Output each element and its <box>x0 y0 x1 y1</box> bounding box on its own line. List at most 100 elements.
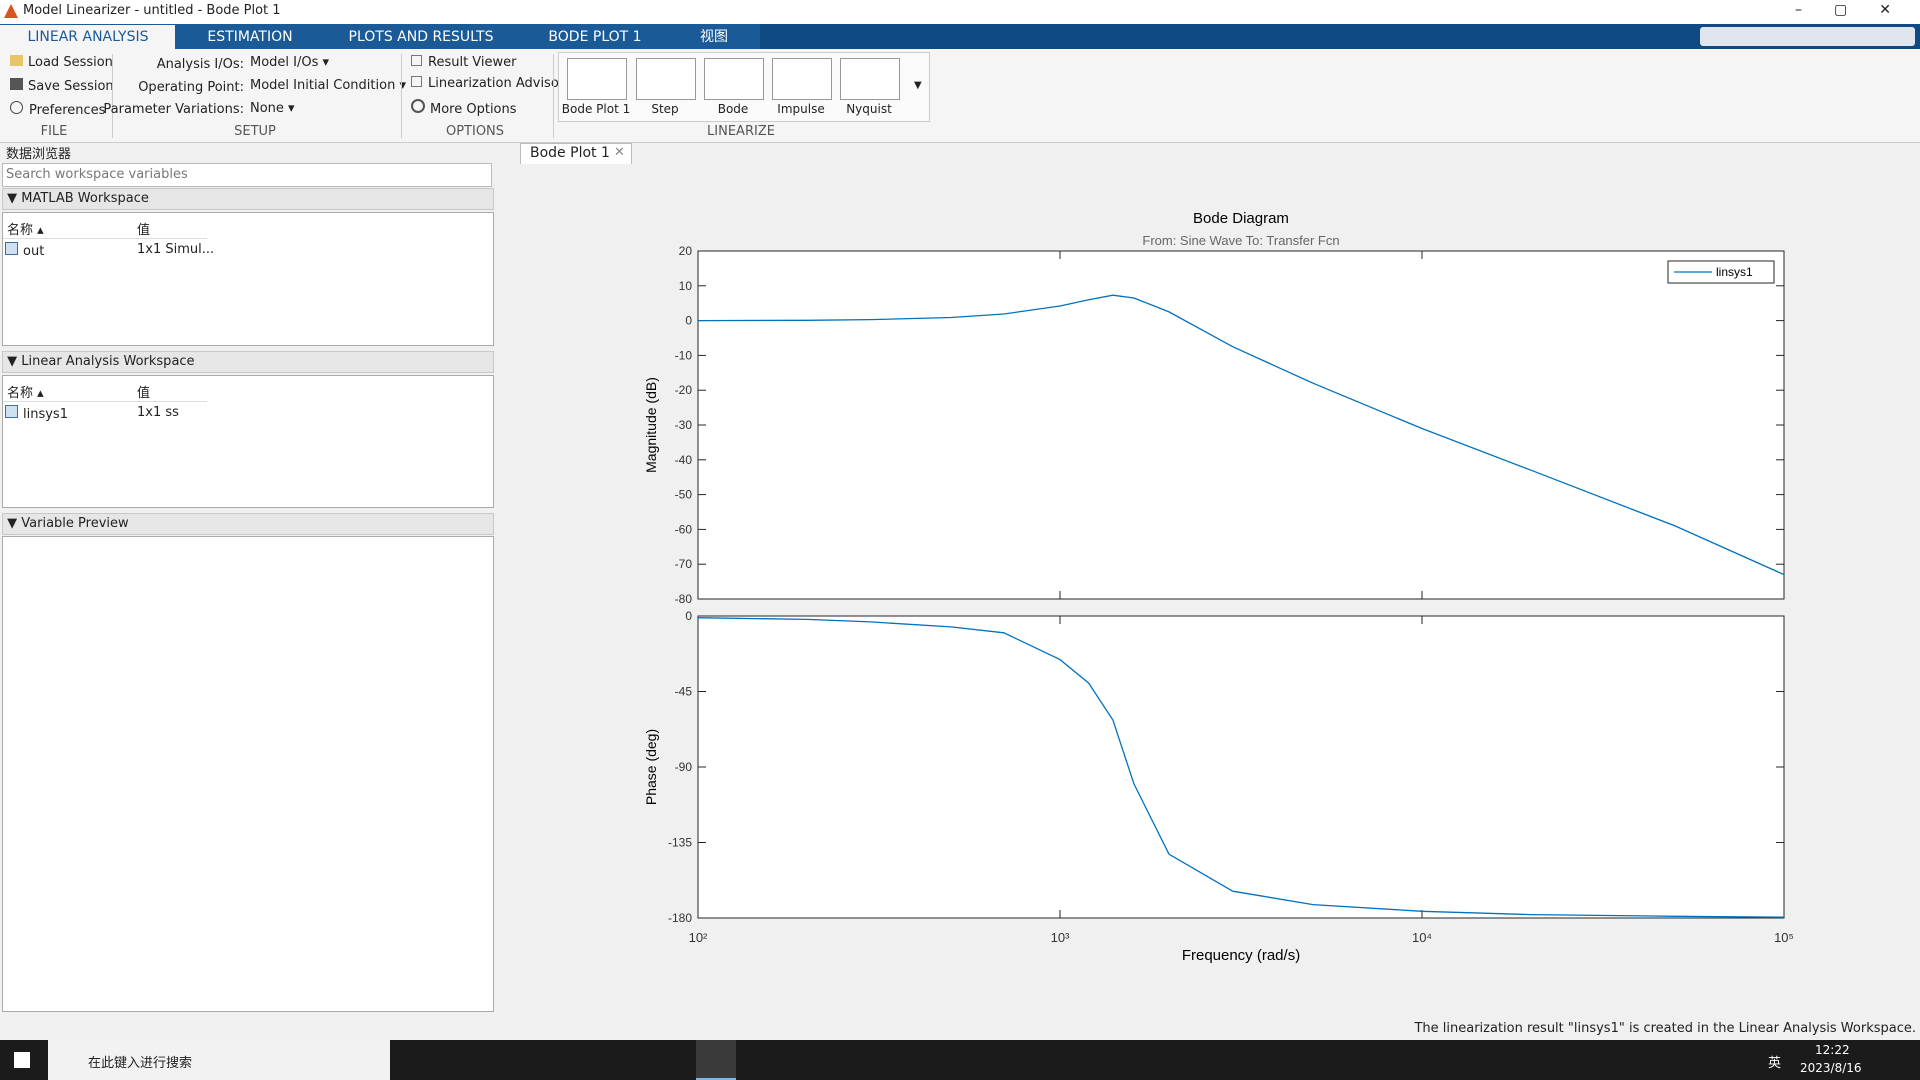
quick-access <box>1700 27 1915 46</box>
button-label: Preferences <box>29 103 106 118</box>
file-button[interactable]: Load Session <box>10 55 113 70</box>
setup-dropdown[interactable]: Model I/Os ▾ <box>250 55 330 70</box>
setup-value: None <box>250 101 284 116</box>
column-header[interactable]: 值 <box>137 386 151 401</box>
setup-label: Operating Point: <box>138 80 244 95</box>
close-tab[interactable]: ✕ <box>614 145 625 160</box>
variable-value: 1x1 ss <box>137 405 179 420</box>
column-header[interactable]: 名称 ▴ <box>7 386 44 401</box>
series-line <box>697 617 1785 918</box>
x-tick-label: 10⁵ <box>1774 930 1794 945</box>
tab[interactable]: PLOTS AND RESULTS <box>348 29 494 45</box>
variable-row[interactable]: out <box>5 242 44 259</box>
column-header[interactable]: 值 <box>137 223 151 238</box>
y-tick-label: -10 <box>675 348 693 362</box>
variable-name: linsys1 <box>23 407 68 422</box>
section-title: MATLAB Workspace <box>21 191 149 206</box>
x-tick-label: 10² <box>689 930 708 945</box>
y-tick-label: -50 <box>675 488 693 502</box>
ribbon <box>0 49 1920 143</box>
y-tick-label: -60 <box>675 522 693 536</box>
tab[interactable]: BODE PLOT 1 <box>548 29 642 45</box>
option-button[interactable]: More Options <box>411 99 517 117</box>
active-tab[interactable] <box>0 25 175 49</box>
document-tab[interactable] <box>520 143 632 164</box>
file-button[interactable]: Save Session <box>10 78 114 94</box>
legend-label: linsys1 <box>1716 265 1753 279</box>
x-tick-label: 10⁴ <box>1412 930 1432 945</box>
browser-title: 数据浏览器 <box>6 147 72 162</box>
window-controls[interactable]: –▢✕ <box>1795 2 1920 18</box>
tab[interactable]: LINEAR ANALYSIS <box>27 29 149 45</box>
section-header[interactable]: ▼ MATLAB Workspace <box>2 188 494 210</box>
taskbar-search[interactable] <box>48 1040 390 1080</box>
linearize-label: Nyquist <box>846 102 892 116</box>
separator <box>553 54 554 138</box>
linearize-label: Step <box>651 102 679 116</box>
table-header <box>3 216 207 239</box>
workspace-table <box>2 212 494 346</box>
variable-value: 1x1 Simul... <box>137 242 215 257</box>
linearize-icon[interactable] <box>567 58 627 100</box>
chart-title: Bode Diagram <box>1193 210 1289 227</box>
setup-label: Parameter Variations: <box>103 102 244 117</box>
linearize-icon[interactable] <box>772 58 832 100</box>
y-tick-label: -90 <box>675 760 693 774</box>
variable-name: out <box>23 244 45 259</box>
section-title: Linear Analysis Workspace <box>21 354 195 369</box>
window-title: Model Linearizer - untitled - Bode Plot … <box>23 3 281 18</box>
section-header[interactable]: ▼ Variable Preview <box>2 513 494 535</box>
linearize-label: Bode Plot 1 <box>561 102 631 116</box>
taskbar-app[interactable] <box>696 1040 736 1080</box>
group-label: FILE <box>40 124 68 139</box>
column-title: 名称 <box>7 223 34 238</box>
setup-dropdown[interactable]: Model Initial Condition ▾ <box>250 78 406 93</box>
chart-subtitle: From: Sine Wave To: Transfer Fcn <box>1142 233 1339 248</box>
table-header <box>3 379 207 402</box>
linearize-icon[interactable] <box>840 58 900 100</box>
search-box[interactable] <box>2 163 492 187</box>
y-axis-label: Magnitude (dB) <box>643 377 659 473</box>
y-tick-label: 0 <box>685 314 692 328</box>
setup-value: Model Initial Condition <box>250 78 396 93</box>
axes-box <box>697 615 1785 919</box>
tab[interactable]: ESTIMATION <box>207 29 293 45</box>
tab[interactable]: 视图 <box>700 29 728 45</box>
y-tick-label: 0 <box>685 609 692 623</box>
y-tick-label: -80 <box>675 592 693 606</box>
variable-row[interactable]: linsys1 <box>5 405 68 422</box>
start-button[interactable] <box>14 1052 30 1068</box>
y-tick-label: -45 <box>675 685 693 699</box>
series-line <box>697 294 1785 576</box>
workspace-table <box>2 375 494 508</box>
linearize-icon[interactable] <box>704 58 764 100</box>
button-label: Load Session <box>28 55 113 70</box>
x-axis-label: Frequency (rad/s) <box>1182 947 1300 964</box>
y-tick-label: -70 <box>675 557 693 571</box>
option-checkbox[interactable]: Linearization Advisor <box>411 76 564 91</box>
linearize-icon[interactable] <box>636 58 696 100</box>
option-label: More Options <box>430 102 517 117</box>
column-header[interactable]: 名称 ▴ <box>7 223 44 238</box>
more-arrow[interactable]: ▼ <box>914 80 922 91</box>
axes-box <box>697 250 1785 600</box>
button-label: Save Session <box>28 79 114 94</box>
setup-value: Model I/Os <box>250 55 319 70</box>
status-message: The linearization result "linsys1" is cr… <box>1414 1021 1916 1036</box>
preview-box <box>2 536 494 1012</box>
separator <box>401 54 402 138</box>
y-tick-label: -40 <box>675 453 693 467</box>
section-header[interactable]: ▼ Linear Analysis Workspace <box>2 351 494 373</box>
group-label: LINEARIZE <box>707 124 775 139</box>
y-tick-label: -30 <box>675 418 693 432</box>
option-checkbox[interactable]: Result Viewer <box>411 55 517 70</box>
y-tick-label: 10 <box>679 279 693 293</box>
file-button[interactable]: Preferences <box>10 101 105 118</box>
legend-box <box>1667 260 1775 284</box>
setup-label: Analysis I/Os: <box>156 57 244 72</box>
y-tick-label: -135 <box>668 836 692 850</box>
setup-dropdown[interactable]: None ▾ <box>250 101 295 116</box>
section-title: Variable Preview <box>21 516 129 531</box>
